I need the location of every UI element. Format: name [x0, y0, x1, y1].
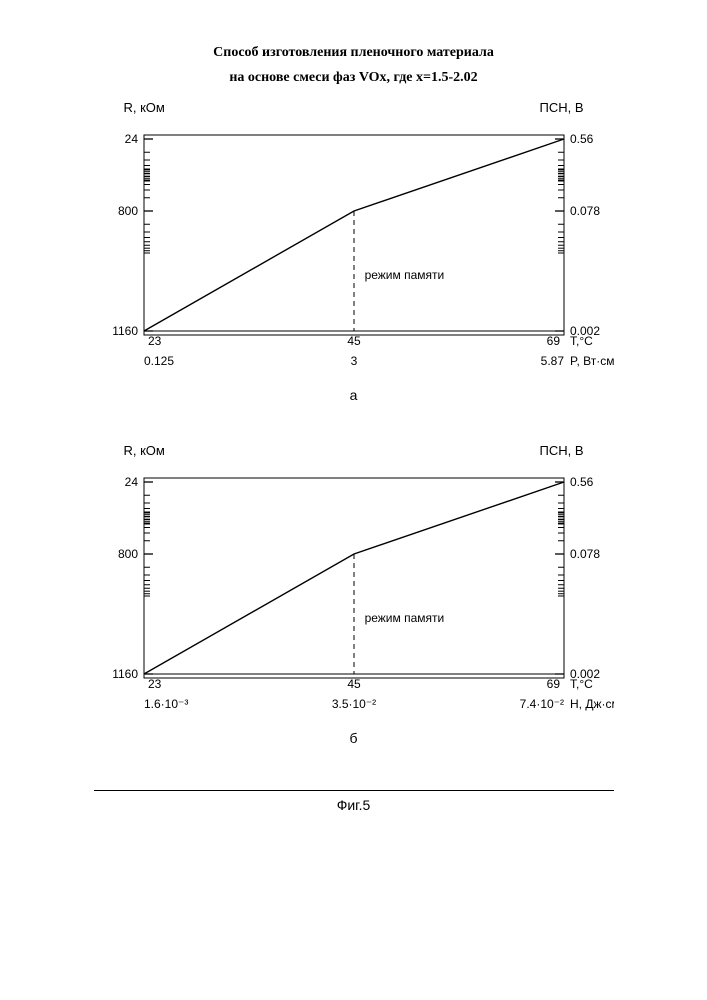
- svg-text:P, Вт·см⁻²: P, Вт·см⁻²: [570, 354, 614, 368]
- title-line-2: на основе смеси фаз VOx, где х=1.5-2.02: [229, 70, 477, 85]
- left-axis-title: R, кОм: [124, 100, 165, 115]
- right-axis-title: ПСН, В: [539, 443, 583, 458]
- svg-text:45: 45: [347, 677, 361, 691]
- svg-text:0.078: 0.078: [570, 547, 600, 561]
- figure-caption: Фиг.5: [30, 797, 677, 813]
- chart-a-axis-titles: R, кОм ПСН, В: [124, 100, 584, 115]
- svg-text:0.56: 0.56: [570, 475, 594, 489]
- svg-text:24: 24: [124, 132, 138, 146]
- svg-text:3: 3: [350, 354, 357, 368]
- chart-b-axis-titles: R, кОм ПСН, В: [124, 443, 584, 458]
- svg-text:23: 23: [148, 677, 162, 691]
- svg-text:0.125: 0.125: [144, 354, 174, 368]
- svg-text:69: 69: [546, 334, 560, 348]
- chart-b: 2480011600.560.0780.002режим памяти23456…: [94, 460, 614, 720]
- svg-text:1160: 1160: [112, 667, 138, 681]
- svg-text:69: 69: [546, 677, 560, 691]
- svg-text:T,°C: T,°C: [570, 677, 593, 691]
- chart-a: 2480011600.560.0780.002режим памяти23456…: [94, 117, 614, 377]
- figure-divider: [94, 786, 614, 791]
- svg-text:1.6·10⁻³: 1.6·10⁻³: [144, 697, 188, 711]
- left-axis-title: R, кОм: [124, 443, 165, 458]
- svg-text:23: 23: [148, 334, 162, 348]
- svg-text:режим памяти: режим памяти: [364, 611, 444, 625]
- svg-text:0.56: 0.56: [570, 132, 594, 146]
- svg-text:3.5·10⁻²: 3.5·10⁻²: [331, 697, 375, 711]
- right-axis-title: ПСН, В: [539, 100, 583, 115]
- svg-text:24: 24: [124, 475, 138, 489]
- svg-text:режим памяти: режим памяти: [364, 268, 444, 282]
- chart-a-container: R, кОм ПСН, В 2480011600.560.0780.002реж…: [94, 100, 614, 377]
- svg-text:0.078: 0.078: [570, 204, 600, 218]
- svg-text:45: 45: [347, 334, 361, 348]
- chart-a-sublabel: а: [30, 387, 677, 403]
- chart-b-sublabel: б: [30, 730, 677, 746]
- title-line-1: Способ изготовления пленочного материала: [213, 45, 494, 60]
- page-title: Способ изготовления пленочного материала…: [30, 40, 677, 90]
- svg-text:H, Дж·см⁻²: H, Дж·см⁻²: [570, 697, 614, 711]
- svg-text:800: 800: [117, 204, 137, 218]
- svg-text:T,°C: T,°C: [570, 334, 593, 348]
- svg-text:800: 800: [117, 547, 137, 561]
- chart-b-container: R, кОм ПСН, В 2480011600.560.0780.002реж…: [94, 443, 614, 720]
- svg-text:5.87: 5.87: [540, 354, 564, 368]
- svg-text:1160: 1160: [112, 324, 138, 338]
- svg-text:7.4·10⁻²: 7.4·10⁻²: [519, 697, 563, 711]
